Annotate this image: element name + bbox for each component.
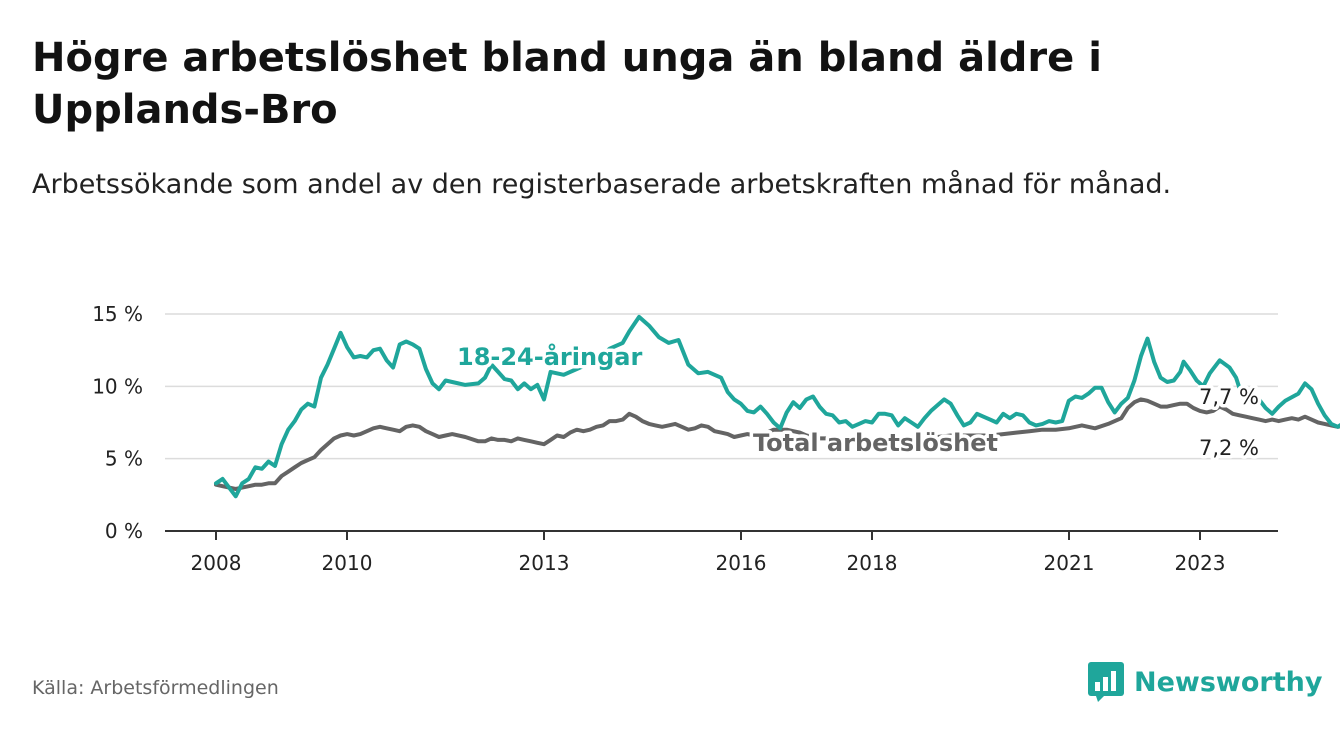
x-tick-label: 2023: [1175, 551, 1226, 575]
series-label-total-halo: Total arbetslöshet: [753, 429, 998, 457]
y-axis-ticks: 0 % 5 % 10 % 15 %: [92, 302, 143, 543]
series-line-total: [214, 397, 1340, 491]
x-tick-label: 2018: [847, 551, 898, 575]
series-label-youth: 18-24-åringar: [457, 342, 642, 371]
chart-subtitle: Arbetssökande som andel av den registerb…: [32, 169, 1172, 200]
x-tick-label: 2013: [519, 551, 570, 575]
x-tick-label: 2008: [191, 551, 242, 575]
x-axis-ticks: 2008 2010 2013 2016 2018 2021 2023: [191, 531, 1226, 575]
x-tick-label: 2010: [322, 551, 373, 575]
end-value-youth: 7,7 %: [1199, 385, 1259, 409]
series-label-youth-halo: 18-24-åringar: [457, 342, 642, 371]
end-value-total: 7,2 %: [1199, 436, 1259, 460]
y-tick-label: 15 %: [92, 302, 143, 326]
newsworthy-logo-icon: [1088, 662, 1124, 702]
gridlines: [165, 313, 1278, 460]
y-tick-label: 0 %: [105, 519, 143, 543]
series-line-youth: [214, 314, 1340, 499]
source-note: Källa: Arbetsförmedlingen: [32, 677, 279, 699]
end-value-total-halo: 7,2 %: [1199, 436, 1259, 460]
line-chart: 0 %5 %10 %15 % 2008 2010 2013 2016 2018 2021 2…: [92, 302, 1340, 575]
brand-name: Newsworthy: [1134, 666, 1323, 698]
y-tick-label: 10 %: [92, 374, 143, 398]
series-label-total: Total arbetslöshet: [753, 429, 998, 457]
y-tick-label: 5 %: [105, 447, 143, 471]
x-tick-label: 2021: [1044, 551, 1095, 575]
x-tick-label: 2016: [716, 551, 767, 575]
end-value-youth-halo: 7,7 %: [1199, 385, 1259, 409]
newsworthy-logo: Newsworthy: [1088, 660, 1322, 704]
chart-title: Högre arbetslöshet bland unga än bland ä…: [32, 35, 1102, 133]
series-lines: [214, 314, 1340, 499]
